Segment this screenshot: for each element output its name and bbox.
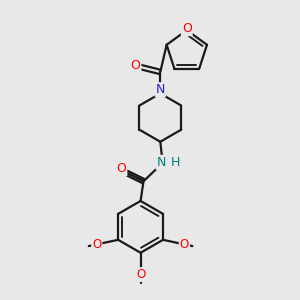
Text: O: O bbox=[182, 22, 192, 35]
Text: O: O bbox=[130, 59, 140, 72]
Text: N: N bbox=[157, 156, 166, 169]
Text: O: O bbox=[116, 162, 126, 175]
Text: O: O bbox=[180, 238, 189, 251]
Text: O: O bbox=[92, 238, 101, 251]
Text: O: O bbox=[136, 268, 145, 281]
Text: N: N bbox=[156, 83, 165, 96]
Text: H: H bbox=[170, 156, 180, 169]
